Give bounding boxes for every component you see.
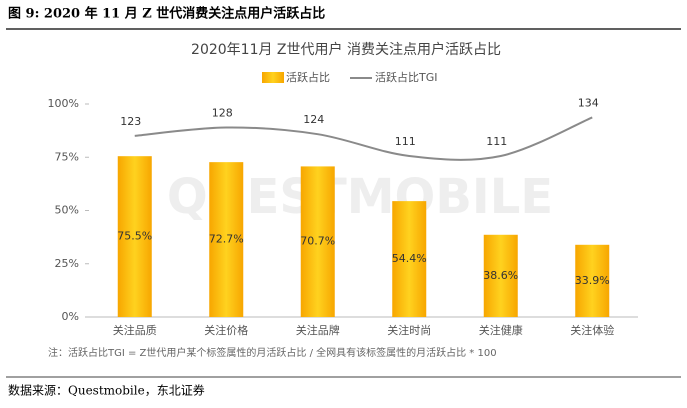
data-label: 128: [212, 106, 233, 119]
source: 数据来源：Questmobile，东北证券: [8, 383, 205, 398]
data-label: 70.7%: [300, 235, 335, 248]
line: [134, 116, 593, 161]
bar: [575, 244, 610, 317]
note: 注：活跃占比TGI = Z世代用户某个标签属性的月活跃占比 / 全网具有该标签属…: [48, 346, 497, 359]
chart-title: 2020年11月 Z世代用户 消费关注点用户活跃占比: [191, 41, 501, 58]
data-label: 124: [303, 113, 324, 126]
x-tick-label: 关注品质: [113, 323, 157, 337]
x-tick-label: 关注品牌: [296, 323, 340, 337]
y-tick-label: 25%: [55, 257, 79, 270]
bar: [117, 156, 152, 317]
bar: [392, 201, 427, 317]
bar: [209, 162, 244, 317]
data-label: 72.7%: [209, 233, 244, 246]
legend-label: 活跃占比: [286, 70, 330, 84]
legend-swatch: [262, 72, 284, 83]
data-label: 111: [395, 135, 416, 148]
x-tick-label: 关注体验: [570, 323, 614, 337]
data-label: 75.5%: [117, 230, 152, 243]
legend-label: 活跃占比TGI: [375, 70, 438, 84]
data-label: 111: [486, 135, 507, 148]
bar: [300, 166, 335, 317]
y-tick-label: 100%: [48, 97, 79, 110]
data-label: 38.6%: [483, 269, 518, 282]
data-label: 123: [120, 115, 141, 128]
x-tick-label: 关注健康: [479, 323, 523, 337]
y-tick-label: 50%: [55, 204, 79, 217]
bar: [483, 234, 518, 317]
figure-header: 图 9: 2020 年 11 月 Z 世代消费关注点用户活跃占比: [8, 6, 325, 22]
data-label: 54.4%: [392, 252, 427, 265]
y-tick-label: 0%: [62, 310, 79, 323]
y-tick-label: 75%: [55, 150, 79, 163]
x-tick-label: 关注时尚: [387, 323, 431, 337]
data-label: 134: [578, 96, 599, 109]
data-label: 33.9%: [575, 274, 610, 287]
x-tick-label: 关注价格: [204, 323, 248, 337]
